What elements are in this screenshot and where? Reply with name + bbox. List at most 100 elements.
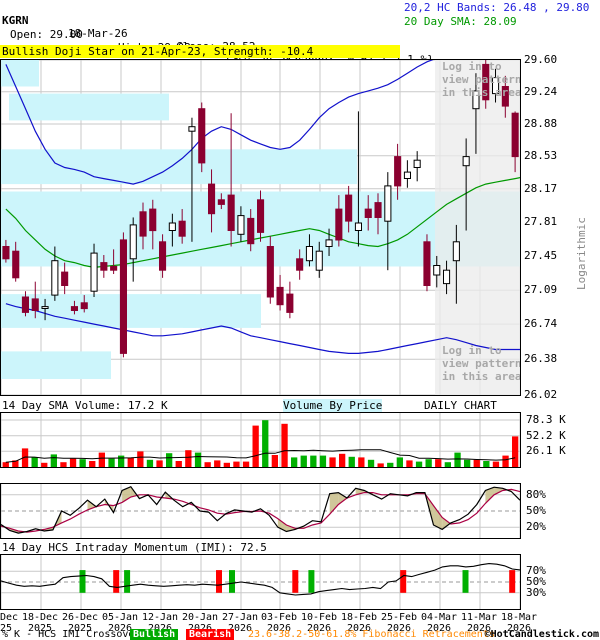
crossover-label: % K - HCS IMI Crossover,: [2, 629, 147, 640]
fibonacci-label: 23.6-38.2-50-61.8% Fibonacci Retracement…: [248, 629, 495, 640]
date-tick-day: 04-Mar: [420, 612, 458, 623]
date-tick-year: 2026: [134, 623, 186, 634]
brand-watermark: ©HotCandlestick.com: [484, 629, 599, 640]
date-tick: 10-Feb 2026: [293, 612, 345, 634]
volume-plot-area: [1, 413, 520, 467]
date-tick-year: 2026: [426, 623, 452, 634]
date-tick-day: 18-Mar: [500, 612, 538, 623]
volume-chart-panel[interactable]: [0, 412, 521, 468]
date-tick-day: 10-Feb: [300, 612, 338, 623]
date-tick: 18-Mar 2026: [493, 612, 545, 634]
date-tick-day: 12-Dec: [0, 612, 19, 623]
sma-legend: 20 Day SMA: 28.09: [404, 15, 517, 28]
volume-by-price-label[interactable]: Volume By Price: [283, 399, 383, 412]
volume-tick-label: 52.2 K: [526, 428, 566, 442]
ticker-symbol: KGRN: [2, 14, 29, 27]
price-axis-labels: 29.60 29.24 28.88 28.53 28.17 27.81 27.45 27.09…: [524, 53, 576, 401]
stochastic-chart-panel[interactable]: [0, 483, 521, 539]
bullish-badge: Bullish: [130, 629, 179, 640]
chart-type-label: DAILY CHART: [424, 399, 497, 412]
imi-panel-title: 14 Day HCS Intraday Momentum (IMI): 72.5: [2, 541, 267, 554]
plot-svg: [1, 60, 520, 395]
date-axis: 12-Dec202518-Dec202526-Dec202505-Jan2026…: [0, 612, 600, 636]
date-tick-year: 2025: [27, 623, 53, 634]
date-tick-year: 2025: [0, 623, 13, 634]
volume-tick-label: 78.3 K: [526, 413, 566, 427]
plot-svg: [1, 413, 520, 467]
pattern-banner[interactable]: Bullish Doji Star on 21-Apr-23, Strength…: [0, 45, 400, 58]
date-tick-day: 18-Feb: [340, 612, 378, 623]
imi-plot-area: [1, 555, 520, 609]
price-tick-label: 26.38: [524, 352, 558, 366]
plot-svg: [1, 484, 520, 538]
date-tick-year: 2026: [174, 623, 226, 634]
price-tick-label: 26.74: [524, 317, 558, 331]
imi-tick-label: 50%: [526, 575, 546, 588]
date-tick-day: 11-Mar: [460, 612, 498, 623]
price-chart-panel[interactable]: Log in to view patterns in this area Log …: [0, 59, 521, 396]
date-tick: 18-Feb 2026: [333, 612, 385, 634]
date-tick-year: 2025: [67, 623, 93, 634]
imi-tick-label: 30%: [526, 585, 546, 599]
date-tick-day: 26-Dec: [61, 612, 99, 623]
date-tick-year: 2026: [266, 623, 292, 634]
volume-axis-labels: 78.3 K 52.2 K 26.1 K: [524, 412, 579, 468]
locked-watermark-top: Log in to view patterns in this area: [442, 60, 521, 99]
locked-watermark-bottom: Log in to view patterns in this area: [442, 344, 521, 383]
date-tick: 27-Jan 2026: [214, 612, 266, 634]
volume-tick-label: 26.1 K: [526, 444, 566, 458]
date-tick-day: 18-Dec: [21, 612, 59, 623]
imi-chart-panel[interactable]: [0, 554, 521, 610]
stochastic-plot-area: [1, 484, 520, 538]
chart-header: KGRN 18-Mar-26 Close: 28.52 Change: -0.6…: [0, 0, 600, 80]
bearish-badge: Bearish: [186, 629, 235, 640]
price-tick-label: 29.24: [524, 84, 558, 98]
date-tick-day: 05-Jan: [101, 612, 139, 623]
price-tick-label: 28.53: [524, 148, 558, 162]
date-tick-year: 2026: [107, 623, 133, 634]
chart-footer: % K - HCS IMI Crossover, Bullish Bearish…: [0, 629, 600, 640]
date-tick-year: 2026: [466, 623, 492, 634]
date-tick-day: 03-Feb: [260, 612, 298, 623]
date-tick: 04-Mar 2026: [413, 612, 465, 634]
date-tick-year: 2026: [306, 623, 332, 634]
price-tick-label: 27.09: [524, 283, 558, 297]
price-tick-label: 26.02: [524, 388, 558, 401]
volume-panel-title: 14 Day SMA Volume: 17.2 K: [2, 399, 168, 412]
price-tick-label: 29.60: [524, 53, 558, 66]
date-tick: 05-Jan 2026: [94, 612, 146, 634]
header-line-2: Open: 29.00 High: 29.02 Low: 28.35 Vol: …: [0, 15, 393, 80]
stochastic-axis-labels: 80% 50% 20%: [524, 483, 579, 539]
date-tick: 18-Dec 2025: [14, 612, 66, 634]
open-price: Open: 29.00: [10, 28, 83, 41]
imi-tick-label: 70%: [526, 564, 546, 578]
date-tick: 03-Feb 2026: [253, 612, 305, 634]
imi-axis-labels: 70% 50% 30%: [524, 554, 579, 610]
date-tick: 26-Dec 2025: [54, 612, 106, 634]
price-scale-label: Logarithmic: [575, 217, 588, 290]
date-tick-year: 2026: [506, 623, 532, 634]
stochastic-tick-label: 80%: [526, 487, 546, 501]
stochastic-tick-label: 50%: [526, 504, 546, 517]
date-tick-day: 20-Jan: [181, 612, 219, 623]
hc-bands-legend: 20,2 HC Bands: 26.48 , 29.80: [404, 1, 590, 14]
date-tick-year: 2026: [346, 623, 372, 634]
plot-svg: [1, 555, 520, 609]
price-tick-label: 28.17: [524, 181, 558, 195]
date-tick: 11-Mar 2026: [453, 612, 505, 634]
date-tick-year: 2026: [227, 623, 253, 634]
price-tick-label: 27.81: [524, 215, 558, 229]
date-tick-year: 2026: [386, 623, 412, 634]
date-tick-day: 25-Feb: [380, 612, 418, 623]
date-tick-day: 27-Jan: [221, 612, 259, 623]
date-tick: 25-Feb 2026: [373, 612, 425, 634]
header-line-1: KGRN 18-Mar-26 Close: 28.52 Change: -0.6…: [0, 1, 434, 66]
stochastic-tick-label: 20%: [526, 520, 546, 534]
price-tick-label: 28.88: [524, 116, 558, 130]
price-tick-label: 27.45: [524, 248, 558, 262]
quote-date: 18-Mar-26: [68, 27, 128, 40]
